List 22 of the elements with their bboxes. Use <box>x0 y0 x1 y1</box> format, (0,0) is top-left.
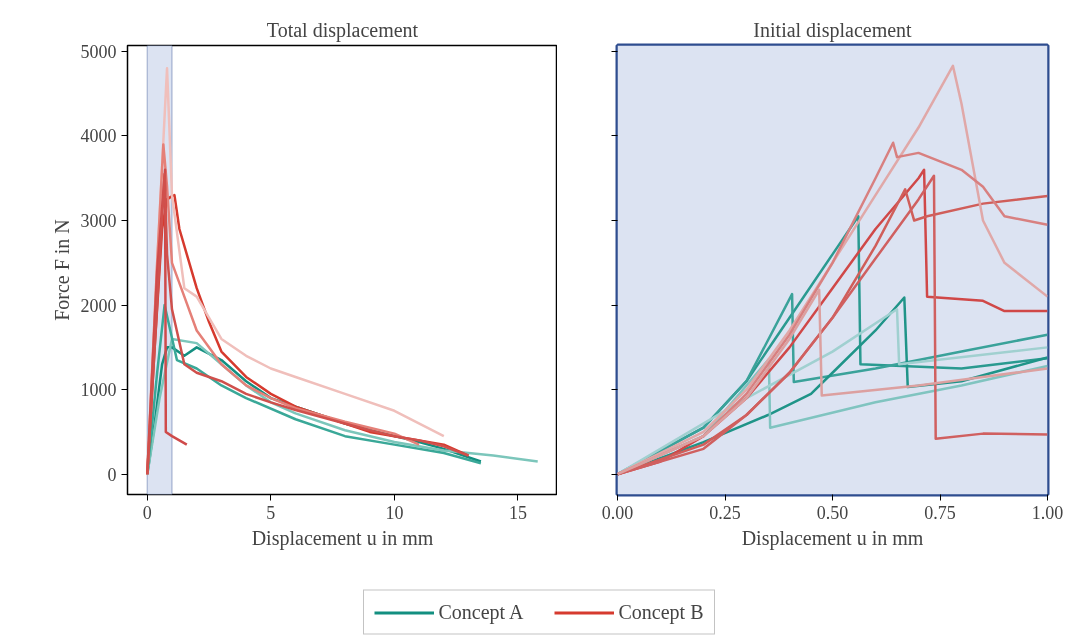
y-tick-label: 3000 <box>80 211 117 232</box>
chart-title: Initial displacement <box>753 18 913 42</box>
x-tick-label: 0.75 <box>924 502 956 523</box>
x-tick-label: 0.00 <box>601 502 634 523</box>
x-tick-label: 0 <box>142 502 152 523</box>
y-tick-label: 5000 <box>80 41 117 62</box>
y-tick-label: 4000 <box>80 126 117 147</box>
x-tick-label: 5 <box>266 502 276 523</box>
legend-label: Concept A <box>438 600 524 624</box>
x-tick-label: 0.50 <box>816 502 849 523</box>
x-tick-label: 0.25 <box>709 502 741 523</box>
y-tick-label: 0 <box>107 464 117 485</box>
x-axis-title: Displacement u in mm <box>741 526 924 550</box>
x-tick-label: 1.00 <box>1031 502 1064 523</box>
x-axis-title: Displacement u in mm <box>251 526 434 550</box>
y-tick-label: 1000 <box>80 380 117 401</box>
x-tick-label: 10 <box>385 502 404 523</box>
legend-label: Concept B <box>618 600 704 624</box>
y-axis-title: Force F in N <box>50 219 73 321</box>
x-tick-label: 15 <box>508 502 527 523</box>
chart-title: Total displacement <box>266 18 419 42</box>
y-tick-label: 2000 <box>80 295 117 316</box>
